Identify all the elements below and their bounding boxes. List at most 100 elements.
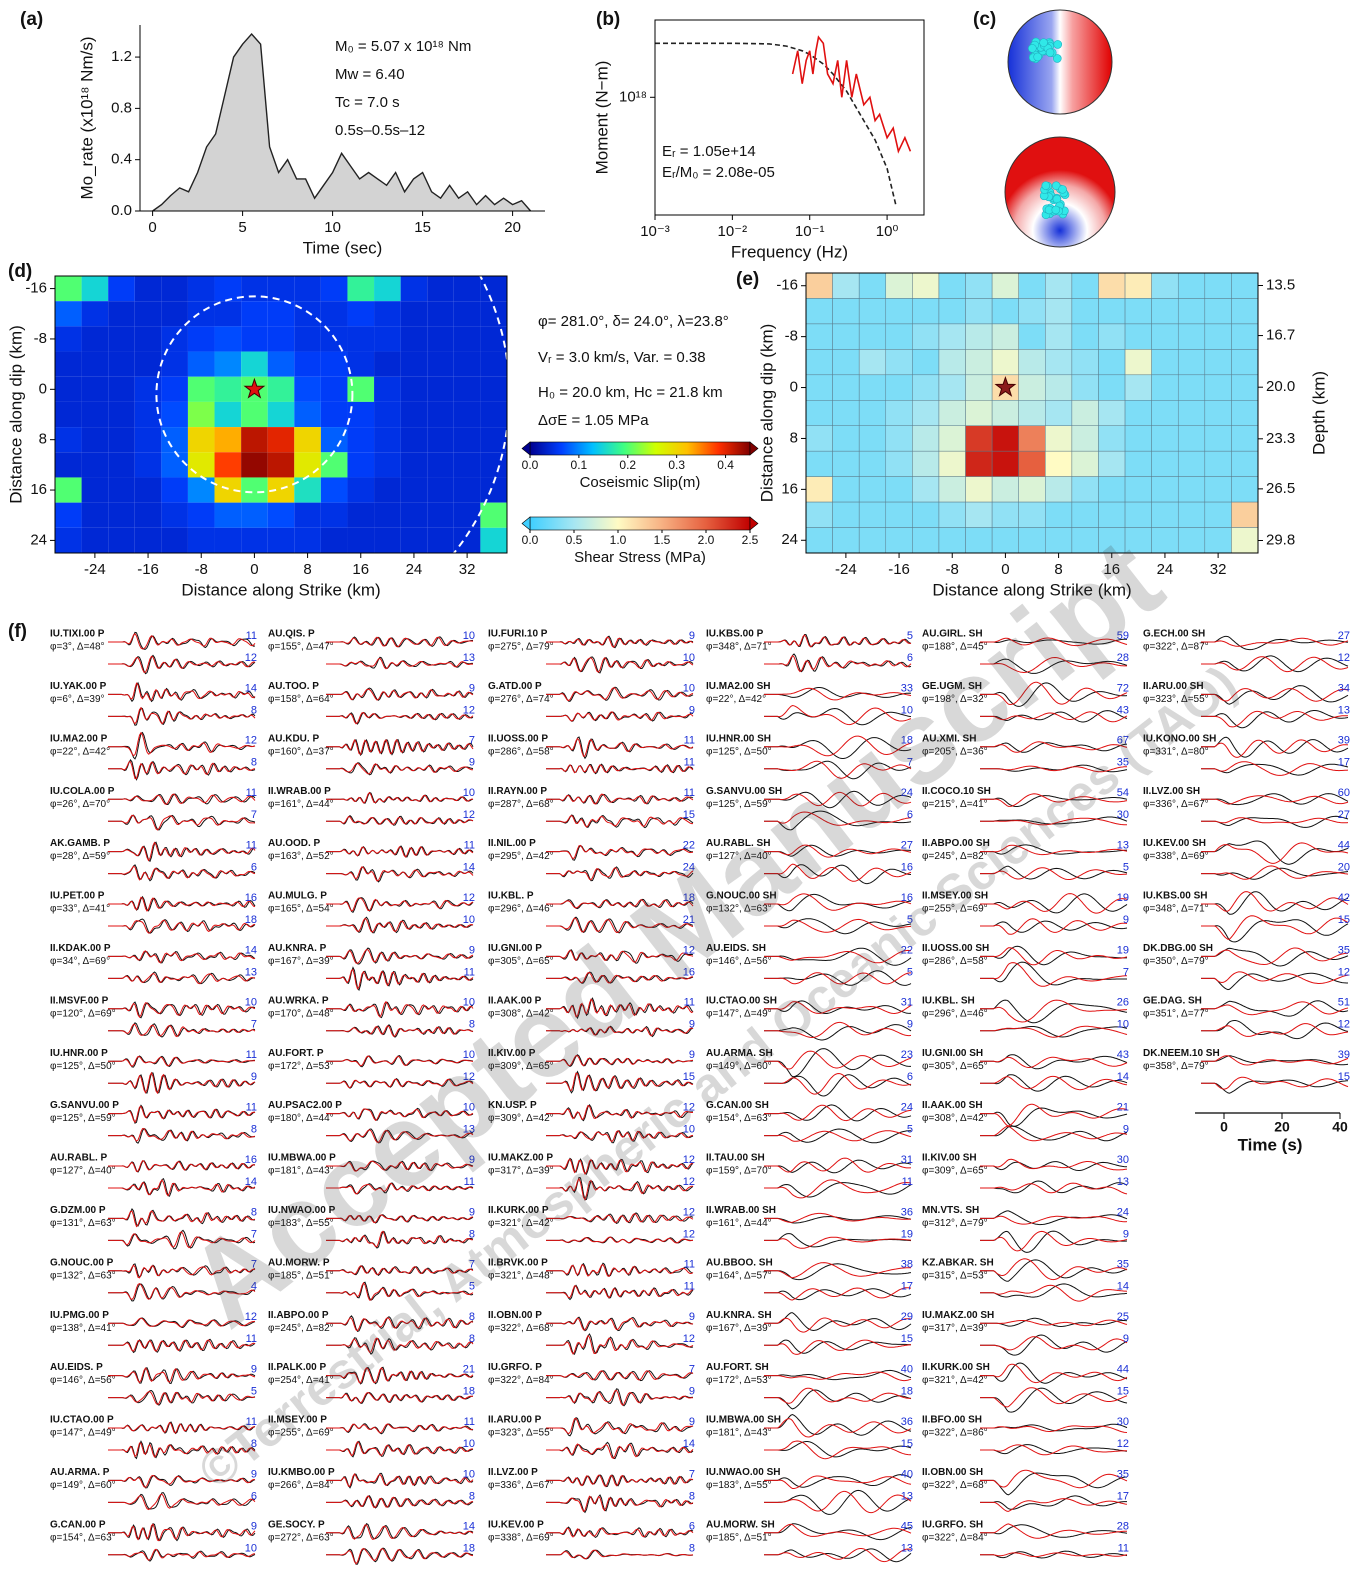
observed-waveform <box>108 1389 256 1406</box>
synthetic-waveform <box>980 1363 1128 1384</box>
y2-tick-label: 13.5 <box>1266 276 1295 293</box>
observed-waveform <box>546 1070 694 1094</box>
cell <box>1071 476 1099 503</box>
observed-waveform <box>764 1104 912 1122</box>
amplitude-label: 6 <box>251 1490 257 1502</box>
cell <box>832 298 860 325</box>
cell <box>187 477 215 503</box>
amplitude-label: 22 <box>901 944 913 956</box>
station-name: DK.NEEM.10 SH <box>1143 1048 1220 1059</box>
cell <box>214 452 242 478</box>
cell <box>320 276 348 302</box>
observed-waveform <box>108 1440 256 1460</box>
cell <box>480 427 507 453</box>
amplitude-label: 11 <box>684 735 695 747</box>
amplitude-label: 12 <box>463 809 475 821</box>
station-geometry: φ=188°, Δ=45° <box>922 642 988 653</box>
colorbar-tick-label: 0.5 <box>566 533 583 547</box>
pole-marker <box>1041 181 1051 190</box>
x-tick-label: 10⁻² <box>718 223 748 240</box>
cell <box>241 351 268 377</box>
amplitude-label: 35 <box>1117 1259 1129 1271</box>
synthetic-waveform <box>1201 947 1349 966</box>
annotation: φ= 281.0°, δ= 24.0°, λ=23.8° <box>538 313 729 330</box>
x-axis-label: Distance along Strike (km) <box>932 580 1131 599</box>
cell <box>241 427 268 453</box>
cell <box>832 323 860 350</box>
cell <box>1018 450 1046 477</box>
synthetic-waveform <box>326 1108 474 1121</box>
observed-waveform <box>764 1288 912 1301</box>
cell <box>453 376 481 402</box>
amplitude-label: 8 <box>251 1206 257 1218</box>
annotation: Eᵣ = 1.05e+14 <box>662 143 756 160</box>
cell <box>400 276 428 302</box>
station-name: G.SANVU.00 SH <box>706 786 782 797</box>
cell <box>320 376 348 402</box>
cell <box>832 501 860 528</box>
synthetic-waveform <box>764 1262 911 1279</box>
colorbar <box>529 441 751 456</box>
cell <box>267 401 295 428</box>
cell <box>241 502 268 528</box>
hypocenter <box>243 377 266 399</box>
synthetic-waveform <box>764 972 911 985</box>
station-geometry: φ=165°, Δ=54° <box>268 904 334 915</box>
amplitude-label: 9 <box>689 704 695 716</box>
cell <box>214 351 242 377</box>
amplitude-label: 21 <box>683 914 695 926</box>
synthetic-waveform <box>764 1072 912 1095</box>
station-geometry: φ=185°, Δ=51° <box>268 1270 334 1281</box>
cell <box>320 527 348 553</box>
cell <box>294 502 321 528</box>
station-name: AU.OOD. P <box>268 838 321 849</box>
amplitude-label: 54 <box>1117 787 1129 799</box>
station-name: AU.QIS. P <box>268 629 315 640</box>
station-geometry: φ=295°, Δ=42° <box>488 851 554 862</box>
y-tick-label: 0.8 <box>111 99 132 116</box>
y2-tick-label: 16.7 <box>1266 327 1295 344</box>
synthetic-waveform <box>980 1230 1128 1252</box>
pole-marker <box>1052 54 1062 63</box>
station-name: AU.BBOO. SH <box>706 1257 773 1268</box>
cell <box>858 527 887 554</box>
cell <box>832 476 860 503</box>
hypocenter <box>994 375 1017 397</box>
synthetic-waveform <box>764 704 912 726</box>
cell <box>267 427 295 453</box>
synthetic-waveform <box>108 1264 256 1279</box>
cell <box>1098 425 1126 452</box>
observed-waveform <box>764 947 912 966</box>
amplitude-label: 10 <box>245 1543 257 1555</box>
amplitude-label: 23 <box>901 1049 913 1061</box>
y-tick-label: 8 <box>790 429 798 446</box>
cell <box>347 452 375 478</box>
synthetic-waveform <box>326 1423 474 1434</box>
cell <box>241 527 268 553</box>
cell <box>805 323 833 350</box>
cell <box>832 450 860 477</box>
annotation: Mw = 6.40 <box>335 66 405 83</box>
synthetic-waveform <box>108 1442 256 1458</box>
cell <box>347 477 375 503</box>
amplitude-label: 8 <box>469 1333 475 1345</box>
cell <box>1098 374 1126 401</box>
amplitude-label: 9 <box>689 630 695 642</box>
cell <box>885 501 913 528</box>
station-geometry: φ=138°, Δ=41° <box>50 1323 116 1334</box>
cell <box>805 272 833 299</box>
cell <box>1018 400 1046 426</box>
observed-waveform <box>980 795 1128 807</box>
cell <box>347 527 375 553</box>
station-name: II.OBN.00 P <box>488 1310 542 1321</box>
amplitude-label: 9 <box>1123 1333 1129 1345</box>
cell <box>294 477 321 503</box>
station-geometry: φ=321°, Δ=48° <box>488 1270 554 1281</box>
synthetic-waveform <box>764 1475 912 1489</box>
cell <box>427 351 454 377</box>
station-geometry: φ=120°, Δ=69° <box>50 1008 116 1019</box>
observed-waveform <box>980 1180 1128 1194</box>
cell <box>400 401 428 428</box>
amplitude-label: 11 <box>464 966 475 978</box>
contours <box>55 276 507 553</box>
